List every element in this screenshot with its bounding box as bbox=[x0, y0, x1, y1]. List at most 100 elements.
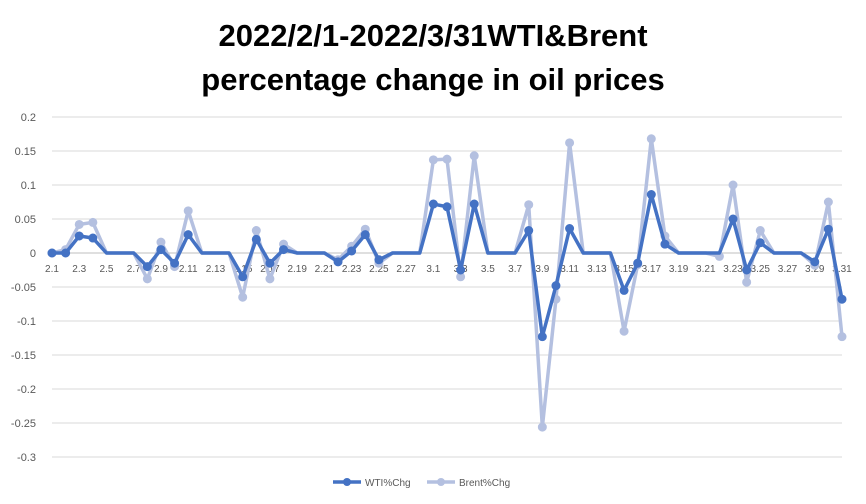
x-tick-label: 3.19 bbox=[669, 264, 689, 275]
data-point bbox=[660, 239, 670, 249]
data-point bbox=[61, 248, 71, 258]
data-point bbox=[442, 202, 452, 212]
y-tick-label: -0.15 bbox=[11, 350, 36, 362]
data-point bbox=[823, 197, 833, 207]
data-point bbox=[456, 265, 466, 275]
x-tick-label: 3.15 bbox=[614, 264, 634, 275]
data-point bbox=[524, 226, 534, 236]
x-tick-label: 3.7 bbox=[508, 264, 522, 275]
chart-title: 2022/2/1-2022/3/31WTI&Brent percentage c… bbox=[0, 14, 866, 102]
series-wti bbox=[47, 190, 847, 342]
x-tick-label: 2.15 bbox=[233, 264, 253, 275]
chart-title-line-2: percentage change in oil prices bbox=[201, 62, 665, 97]
legend: WTI%Chg Brent%Chg bbox=[333, 478, 510, 489]
data-point bbox=[537, 422, 547, 432]
data-point bbox=[88, 233, 98, 243]
y-tick-label: 0.05 bbox=[15, 214, 36, 226]
x-tick-label: 3.11 bbox=[560, 264, 579, 275]
data-point bbox=[755, 226, 765, 236]
data-point bbox=[428, 155, 438, 165]
data-point bbox=[170, 258, 180, 268]
y-tick-label: -0.3 bbox=[17, 452, 36, 464]
series-line bbox=[50, 137, 844, 429]
legend-swatch-marker bbox=[343, 478, 351, 486]
legend-label: Brent%Chg bbox=[459, 478, 510, 489]
legend-item: WTI%Chg bbox=[333, 478, 411, 489]
data-point bbox=[755, 238, 765, 248]
x-tick-label: 2.7 bbox=[127, 264, 141, 275]
data-point bbox=[633, 258, 643, 268]
x-tick-label: 3.21 bbox=[696, 264, 716, 275]
x-tick-label: 3.13 bbox=[587, 264, 607, 275]
y-tick-label: -0.1 bbox=[17, 316, 36, 328]
x-tick-label: 2.23 bbox=[342, 264, 362, 275]
x-tick-label: 2.11 bbox=[179, 264, 198, 275]
data-point bbox=[265, 258, 275, 268]
y-tick-label: -0.25 bbox=[11, 418, 36, 430]
x-tick-label: 2.13 bbox=[206, 264, 226, 275]
data-point bbox=[47, 248, 57, 258]
data-point bbox=[742, 277, 752, 287]
data-point bbox=[837, 294, 847, 304]
data-point bbox=[183, 230, 193, 240]
x-tick-label: 3.23 bbox=[723, 264, 743, 275]
data-point bbox=[728, 214, 738, 224]
axes: 0.2 0.15 0.1 0.05 0 -0.05 -0.1 -0.15 -0.2 -0.25 -0… bbox=[11, 112, 852, 464]
series-brent bbox=[47, 134, 847, 432]
data-point bbox=[74, 219, 84, 229]
data-point bbox=[88, 217, 98, 227]
data-point bbox=[156, 237, 166, 247]
x-tick-label: 3.25 bbox=[751, 264, 771, 275]
y-tick-label: 0.2 bbox=[21, 112, 36, 124]
data-point bbox=[428, 199, 438, 209]
legend-label: WTI%Chg bbox=[365, 478, 411, 489]
x-tick-label: 3.31 bbox=[832, 264, 852, 275]
x-tick-label: 3.1 bbox=[426, 264, 440, 275]
x-tick-label: 3.9 bbox=[535, 264, 549, 275]
data-point bbox=[347, 246, 357, 256]
data-point bbox=[728, 180, 738, 190]
data-point bbox=[810, 257, 820, 267]
data-point bbox=[333, 257, 343, 267]
x-tick-label: 2.19 bbox=[287, 264, 307, 275]
data-point bbox=[619, 285, 629, 295]
chart-title-line-1: 2022/2/1-2022/3/31WTI&Brent bbox=[218, 18, 648, 53]
data-point bbox=[537, 332, 547, 342]
data-point bbox=[551, 281, 561, 291]
y-tick-label: 0.1 bbox=[21, 180, 36, 192]
data-point bbox=[360, 230, 370, 240]
data-point bbox=[837, 332, 847, 342]
data-point bbox=[646, 190, 656, 200]
y-tick-label: 0 bbox=[30, 248, 36, 260]
y-tick-label: 0.15 bbox=[15, 146, 36, 158]
data-point bbox=[469, 199, 479, 209]
x-tick-label: 2.27 bbox=[396, 264, 416, 275]
y-tick-label: -0.05 bbox=[11, 282, 36, 294]
x-tick-label: 2.9 bbox=[154, 264, 168, 275]
x-tick-label: 3.5 bbox=[481, 264, 495, 275]
data-point bbox=[142, 274, 152, 284]
data-point bbox=[646, 134, 656, 144]
data-point bbox=[619, 326, 629, 336]
data-point bbox=[142, 262, 152, 272]
data-point bbox=[156, 245, 166, 255]
data-point bbox=[238, 272, 248, 282]
series-lines bbox=[47, 134, 847, 432]
data-point bbox=[74, 231, 84, 241]
gridlines bbox=[52, 116, 842, 458]
x-tick-label: 2.17 bbox=[260, 264, 280, 275]
x-tick-label: 2.5 bbox=[100, 264, 114, 275]
data-point bbox=[823, 224, 833, 234]
data-point bbox=[251, 234, 261, 244]
data-point bbox=[374, 255, 384, 265]
x-tick-label: 3.17 bbox=[642, 264, 662, 275]
data-point bbox=[442, 154, 452, 164]
legend-item: Brent%Chg bbox=[427, 478, 510, 489]
data-point bbox=[469, 151, 479, 161]
y-tick-label: -0.2 bbox=[17, 384, 36, 396]
data-point bbox=[279, 245, 289, 255]
data-point bbox=[251, 226, 261, 236]
x-tick-label: 2.3 bbox=[72, 264, 86, 275]
x-tick-label: 2.21 bbox=[315, 264, 335, 275]
